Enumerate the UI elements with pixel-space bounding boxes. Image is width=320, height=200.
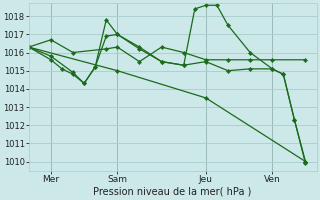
X-axis label: Pression niveau de la mer( hPa ): Pression niveau de la mer( hPa ) xyxy=(93,187,252,197)
